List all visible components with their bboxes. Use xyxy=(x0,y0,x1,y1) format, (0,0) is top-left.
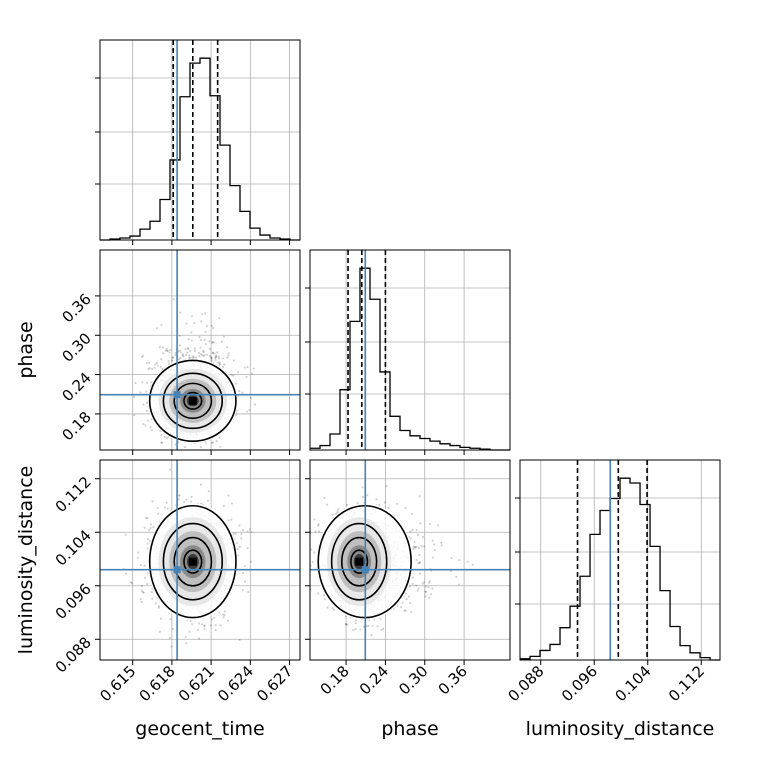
contour-line xyxy=(183,549,203,574)
y-axis-label-luminosity_distance: luminosity_distance xyxy=(15,466,37,655)
x-tick-label: 0.627 xyxy=(253,662,296,705)
contour-line xyxy=(173,382,213,420)
y-tick-label: 0.096 xyxy=(52,580,95,623)
panel-frame xyxy=(519,459,721,661)
contour-line xyxy=(350,549,369,574)
panel-frame xyxy=(99,459,301,661)
x-tick-label: 0.615 xyxy=(96,662,139,705)
x-tick-label: 0.104 xyxy=(611,662,654,705)
density-peak xyxy=(188,396,197,405)
x-tick-label: 0.621 xyxy=(175,662,218,705)
contour-line xyxy=(183,391,203,410)
y-tick-label: 0.104 xyxy=(52,526,95,569)
x-tick-label: 0.624 xyxy=(214,662,257,705)
x-axis-label-luminosity_distance: luminosity_distance xyxy=(526,718,715,740)
x-tick-label: 0.36 xyxy=(435,662,471,698)
x-tick-label: 0.18 xyxy=(317,662,353,698)
contour-line xyxy=(148,359,237,443)
truth-marker xyxy=(173,566,181,574)
y-tick-label: 0.30 xyxy=(58,329,94,365)
density-peak xyxy=(355,557,364,566)
contour-line xyxy=(162,522,224,601)
y-axis-label-phase: phase xyxy=(15,321,37,378)
y-tick-label: 0.24 xyxy=(58,369,94,405)
panel-frame xyxy=(99,39,301,241)
truth-marker xyxy=(361,566,369,574)
scatter-points-phase-luminosity_distance xyxy=(310,460,510,660)
x-tick-label: 0.096 xyxy=(558,662,601,705)
y-tick-label: 0.18 xyxy=(58,408,94,444)
x-tick-label: 0.30 xyxy=(395,662,431,698)
contour-line xyxy=(330,522,388,601)
x-axis-label-phase: phase xyxy=(381,718,438,740)
contour-line xyxy=(340,536,378,587)
x-tick-label: 0.618 xyxy=(136,662,179,705)
density-peak xyxy=(188,557,197,566)
histogram-step-phase xyxy=(310,267,510,451)
scatter-points-geocent_time-phase xyxy=(100,250,300,450)
y-tick-label: 0.088 xyxy=(52,633,95,676)
panel-frame xyxy=(99,249,301,451)
histogram-step-luminosity_distance xyxy=(520,477,721,661)
panel-frame xyxy=(309,459,511,661)
x-tick-label: 0.112 xyxy=(665,662,708,705)
x-axis-label-geocent_time: geocent_time xyxy=(135,718,264,740)
contour-line xyxy=(148,504,237,619)
scatter-points-geocent_time-luminosity_distance xyxy=(100,460,300,660)
truth-marker xyxy=(173,391,181,399)
y-tick-label: 0.112 xyxy=(52,473,95,516)
contour-line xyxy=(162,372,224,430)
x-tick-label: 0.088 xyxy=(504,662,547,705)
contour-line xyxy=(173,536,213,587)
x-tick-label: 0.24 xyxy=(356,662,392,698)
histogram-step-geocent_time xyxy=(100,57,300,241)
y-tick-label: 0.36 xyxy=(58,290,94,326)
panel-frame xyxy=(309,249,511,451)
